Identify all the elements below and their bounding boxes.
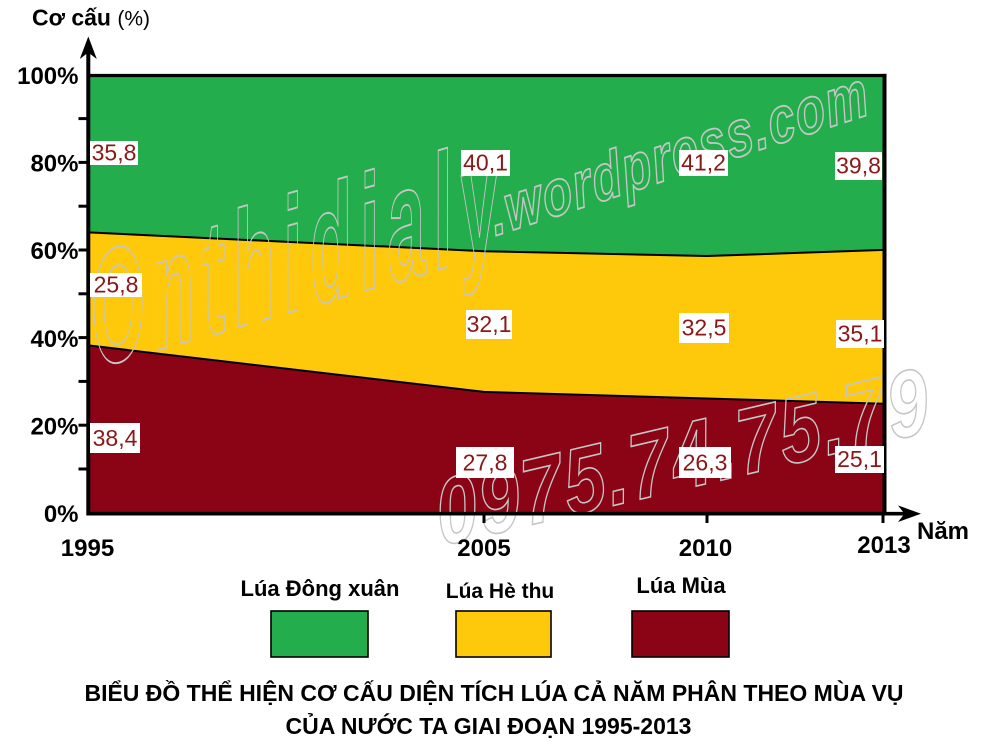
svg-text:100%: 100% — [17, 63, 78, 90]
svg-text:27,8: 27,8 — [463, 450, 508, 476]
svg-text:39,8: 39,8 — [836, 153, 881, 179]
svg-text:41,2: 41,2 — [681, 150, 726, 176]
svg-text:BIỂU ĐỒ THỂ HIỆN CƠ CẤU DIỆN T: BIỂU ĐỒ THỂ HIỆN CƠ CẤU DIỆN TÍCH LÚA CẢ… — [84, 678, 903, 706]
svg-text:35,8: 35,8 — [92, 140, 137, 166]
svg-text:35,1: 35,1 — [838, 321, 883, 347]
svg-text:Cơ cấu (%): Cơ cấu (%) — [32, 5, 150, 31]
svg-text:32,5: 32,5 — [682, 315, 727, 341]
svg-text:60%: 60% — [30, 238, 78, 265]
svg-text:0%: 0% — [44, 501, 79, 528]
svg-text:40,1: 40,1 — [463, 150, 508, 176]
svg-text:32,1: 32,1 — [467, 311, 512, 337]
svg-text:80%: 80% — [30, 151, 78, 178]
svg-text:20%: 20% — [30, 414, 78, 441]
svg-text:40%: 40% — [30, 326, 78, 353]
svg-text:Lúa Mùa: Lúa Mùa — [636, 573, 726, 598]
svg-text:CỦA NƯỚC TA GIAI ĐOẠN 1995-201: CỦA NƯỚC TA GIAI ĐOẠN 1995-2013 — [286, 711, 692, 739]
svg-text:26,3: 26,3 — [683, 450, 728, 476]
svg-text:38,4: 38,4 — [93, 425, 138, 451]
svg-text:Lúa Đông xuân: Lúa Đông xuân — [241, 576, 400, 601]
svg-text:25,8: 25,8 — [94, 272, 139, 298]
svg-text:2013: 2013 — [857, 532, 910, 559]
svg-text:2005: 2005 — [457, 535, 510, 562]
svg-text:25,1: 25,1 — [837, 446, 882, 472]
svg-text:Lúa Hè thu: Lúa Hè thu — [446, 580, 555, 603]
svg-text:2010: 2010 — [679, 535, 732, 562]
svg-text:1995: 1995 — [61, 535, 114, 562]
svg-text:Năm: Năm — [917, 518, 969, 545]
